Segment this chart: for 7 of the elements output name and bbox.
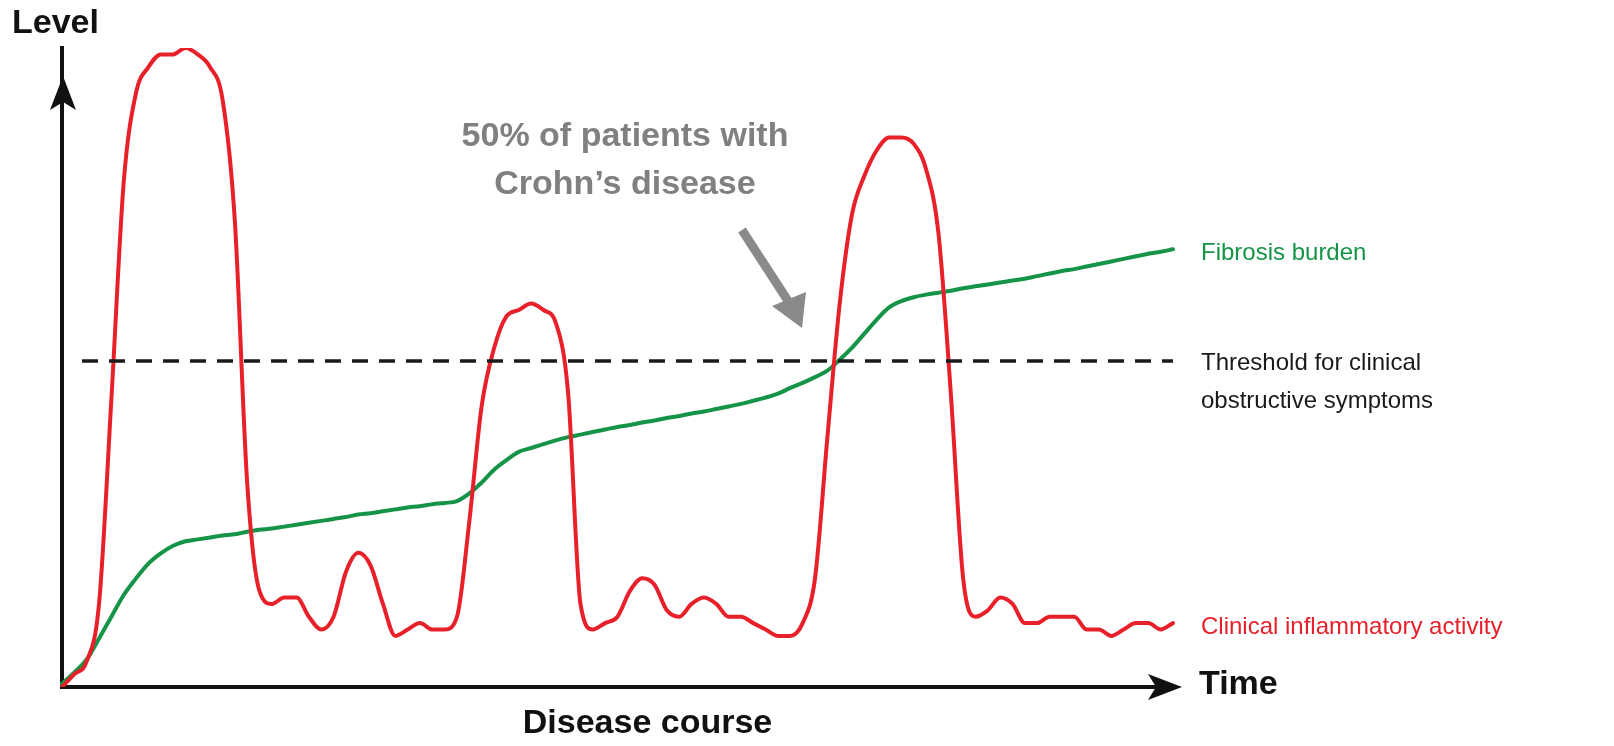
series-label: Clinical inflammatory activity (1201, 611, 1503, 639)
y-axis-title: Level (12, 2, 99, 41)
series-label: Fibrosis burden (1201, 237, 1367, 265)
annotation: 50% of patients with Crohn’s disease (461, 115, 789, 202)
ref-line-label: Threshold for clinical obstructive symptoms (1201, 347, 1434, 413)
text: Time (1199, 663, 1278, 702)
x-axis-title: Disease course (522, 702, 773, 741)
